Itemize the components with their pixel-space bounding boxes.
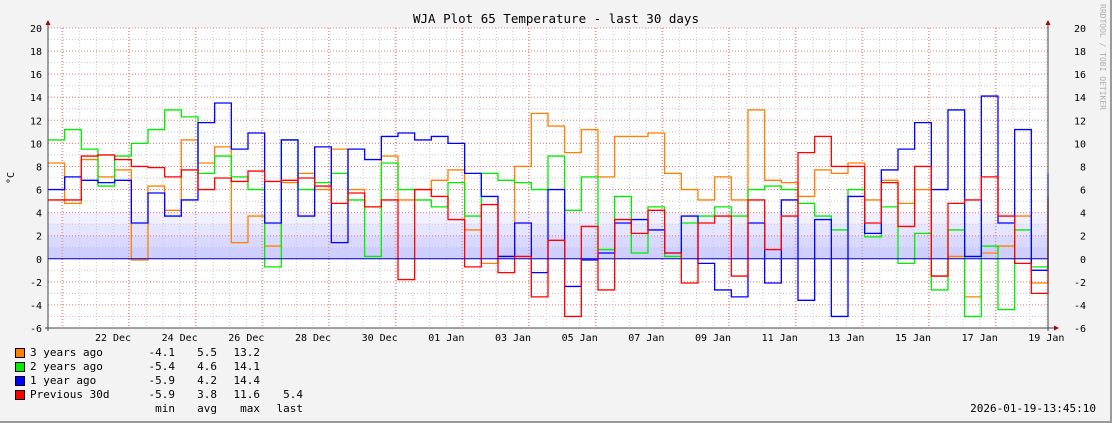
watermark: RRDTOOL / TOBI OETIKER	[1098, 4, 1107, 110]
y-tick-label-left: 4	[36, 209, 42, 220]
legend-header-last: last	[276, 402, 304, 415]
y-tick-label-right: -4	[1074, 301, 1086, 312]
legend-min: -5.9	[148, 388, 176, 401]
y-tick-label-left: 14	[30, 93, 42, 104]
x-tick-label: 22 Dec	[95, 333, 131, 344]
legend-max: 13.2	[233, 346, 261, 359]
legend-avg: 5.5	[197, 346, 217, 359]
legend-swatch	[15, 376, 25, 386]
legend-avg: 3.8	[197, 388, 217, 401]
y-tick-label-left: 8	[36, 162, 42, 173]
series-line-3-years-ago	[48, 109, 1049, 298]
y-tick-label-right: 10	[1074, 139, 1086, 150]
y-axis-label: °C	[6, 172, 17, 184]
legend-swatch	[15, 348, 25, 358]
legend-avg: 4.6	[197, 360, 217, 373]
legend-min: -4.1	[148, 346, 176, 359]
x-tick-label: 01 Jan	[428, 333, 464, 344]
axis-arrow-icon	[45, 20, 51, 25]
legend-label: Previous 30d	[30, 388, 110, 401]
chart-title: WJA Plot 65 Temperature - last 30 days	[413, 11, 699, 26]
y-tick-label-right: -6	[1074, 324, 1086, 335]
y-tick-label-right: 4	[1080, 209, 1086, 220]
y-tick-label-left: 10	[30, 139, 42, 150]
y-tick-label-right: 16	[1074, 70, 1086, 81]
y-tick-label-right: 2	[1080, 232, 1086, 243]
x-tick-label: 05 Jan	[562, 333, 598, 344]
legend-swatch	[15, 362, 25, 372]
y-tick-label-right: 0	[1080, 255, 1086, 266]
x-tick-label: 15 Jan	[895, 333, 931, 344]
legend-last: 5.4	[283, 388, 303, 401]
y-tick-label-right: 6	[1080, 186, 1086, 197]
y-tick-label-right: -2	[1074, 278, 1086, 289]
legend-min: -5.9	[148, 374, 176, 387]
x-tick-label: 26 Dec	[228, 333, 264, 344]
x-tick-label: 17 Jan	[962, 333, 998, 344]
y-tick-label-left: 2	[36, 232, 42, 243]
y-tick-label-left: 6	[36, 186, 42, 197]
legend-swatch	[15, 390, 25, 400]
legend-label: 1 year ago	[30, 374, 97, 387]
x-tick-label: 24 Dec	[162, 333, 198, 344]
x-tick-label: 03 Jan	[495, 333, 531, 344]
legend-avg: 4.2	[197, 374, 217, 387]
legend-max: 14.4	[233, 374, 261, 387]
y-tick-label-left: -2	[30, 278, 42, 289]
y-tick-label-left: -4	[30, 301, 42, 312]
y-tick-label-left: 20	[30, 24, 42, 35]
legend-max: 14.1	[233, 360, 261, 373]
y-tick-label-left: -6	[30, 324, 42, 335]
y-tick-label-left: 16	[30, 70, 42, 81]
y-tick-label-right: 20	[1074, 24, 1086, 35]
y-tick-label-right: 18	[1074, 47, 1086, 58]
legend-header-max: max	[240, 402, 260, 415]
legend-max: 11.6	[233, 388, 261, 401]
axis-arrow-icon	[1054, 325, 1059, 331]
y-tick-label-right: 12	[1074, 116, 1086, 127]
x-tick-label: 30 Dec	[362, 333, 398, 344]
x-tick-label: 19 Jan	[1028, 333, 1064, 344]
series-line-previous-30d	[48, 135, 1049, 318]
legend-header-avg: avg	[197, 402, 217, 415]
legend-label: 2 years ago	[30, 360, 103, 373]
y-tick-label-left: 0	[36, 255, 42, 266]
series-line-1-year-ago	[48, 95, 1049, 318]
x-tick-label: 13 Jan	[828, 333, 864, 344]
y-tick-label-right: 8	[1080, 162, 1086, 173]
legend-label: 3 years ago	[30, 346, 103, 359]
y-tick-label-right: 14	[1074, 93, 1086, 104]
y-tick-label-left: 12	[30, 116, 42, 127]
axis-arrow-icon	[1045, 20, 1051, 25]
timestamp: 2026-01-19-13:45:10	[970, 402, 1096, 415]
x-tick-label: 07 Jan	[628, 333, 664, 344]
legend-header-min: min	[155, 402, 175, 415]
x-tick-label: 11 Jan	[762, 333, 798, 344]
x-tick-label: 09 Jan	[695, 333, 731, 344]
y-tick-label-left: 18	[30, 47, 42, 58]
x-tick-label: 28 Dec	[295, 333, 331, 344]
legend-min: -5.4	[148, 360, 176, 373]
